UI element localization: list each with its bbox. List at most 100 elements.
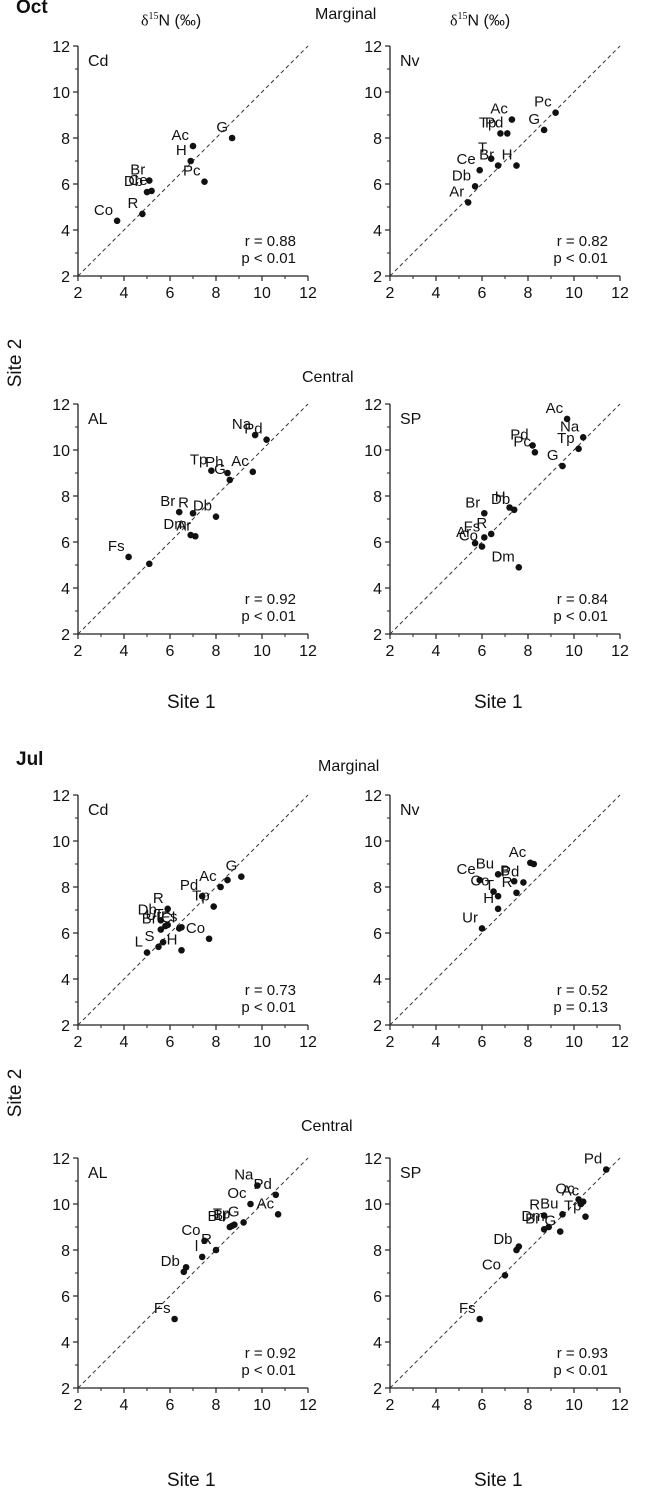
y-tick-label: 2 bbox=[373, 1018, 382, 1035]
data-point bbox=[201, 1237, 208, 1245]
x-tick-label: 10 bbox=[253, 285, 271, 302]
data-point bbox=[478, 543, 486, 550]
data-point bbox=[198, 1253, 206, 1261]
point-label: Ce bbox=[457, 861, 476, 878]
point-label: Co bbox=[186, 920, 205, 937]
month-title-jul: Jul bbox=[16, 749, 44, 770]
y-tick-label: 10 bbox=[364, 443, 382, 460]
x-tick-label: 8 bbox=[212, 643, 221, 660]
point-label: Br bbox=[130, 162, 145, 179]
point-label: Ac bbox=[257, 1195, 275, 1212]
data-point bbox=[231, 1221, 238, 1228]
data-point bbox=[240, 1219, 247, 1226]
stat-r: r = 0.93 bbox=[557, 1345, 608, 1362]
x-tick-label: 10 bbox=[253, 1034, 271, 1051]
y-tick-label: 10 bbox=[52, 443, 70, 460]
point-label: Tp bbox=[192, 888, 210, 905]
data-point bbox=[192, 532, 199, 540]
data-point bbox=[530, 860, 538, 868]
y-tick-label: 12 bbox=[364, 1151, 382, 1168]
data-point bbox=[559, 462, 566, 470]
data-point bbox=[520, 879, 527, 886]
data-point bbox=[198, 892, 206, 900]
point-label: Ar bbox=[449, 183, 464, 200]
point-label: Db bbox=[193, 498, 212, 515]
stat-r: r = 0.82 bbox=[557, 233, 608, 250]
data-point bbox=[212, 513, 220, 520]
point-label: Br bbox=[160, 493, 175, 510]
x-tick-label: 2 bbox=[74, 1397, 83, 1414]
x-tick-label: 4 bbox=[432, 1034, 441, 1051]
one-to-one-line bbox=[77, 794, 309, 1026]
data-point bbox=[139, 210, 146, 218]
y-tick-label: 8 bbox=[61, 1243, 70, 1260]
point-label: Fs bbox=[464, 518, 481, 535]
y-tick-label: 2 bbox=[373, 269, 382, 286]
data-point bbox=[178, 946, 185, 954]
data-point bbox=[494, 871, 502, 878]
point-label: R bbox=[178, 494, 189, 511]
point-label: Br bbox=[142, 911, 157, 928]
point-label: Ur bbox=[462, 909, 478, 926]
data-point bbox=[263, 436, 270, 443]
month-title-oct: Oct bbox=[16, 0, 48, 18]
data-point bbox=[510, 877, 518, 885]
stat-p: p < 0.01 bbox=[553, 608, 608, 625]
data-point bbox=[579, 1198, 587, 1205]
point-label: H bbox=[483, 890, 494, 907]
point-label: L bbox=[135, 934, 143, 951]
data-point bbox=[171, 1315, 178, 1323]
y-tick-label: 8 bbox=[373, 880, 382, 897]
point-label: T bbox=[155, 906, 164, 923]
panel-label: AL bbox=[88, 411, 108, 428]
point-label: T bbox=[478, 140, 487, 157]
data-point bbox=[146, 560, 153, 568]
point-label: Tp bbox=[190, 452, 208, 469]
y-tick-label: 6 bbox=[373, 535, 382, 552]
point-label: Pd bbox=[180, 877, 198, 894]
point-label: Dm bbox=[491, 548, 514, 565]
one-to-one-line bbox=[389, 403, 621, 635]
y-tick-label: 8 bbox=[373, 489, 382, 506]
data-point bbox=[247, 1200, 254, 1208]
one-to-one-line bbox=[77, 403, 309, 635]
delta15n-sup: 15 bbox=[148, 11, 159, 22]
point-label: G bbox=[214, 461, 226, 478]
y-tick-label: 2 bbox=[61, 627, 70, 644]
point-label: G bbox=[545, 1213, 557, 1230]
data-point bbox=[205, 935, 213, 943]
x-tick-label: 12 bbox=[299, 1034, 317, 1051]
region-label-jul-central: Central bbox=[301, 1118, 353, 1135]
data-point bbox=[212, 1246, 220, 1254]
panel-label: AL bbox=[88, 1165, 108, 1182]
point-label: Na bbox=[232, 416, 252, 433]
y-tick-label: 4 bbox=[61, 1335, 70, 1352]
x-tick-label: 10 bbox=[565, 285, 583, 302]
point-label: Co bbox=[181, 1222, 200, 1239]
x-tick-label: 6 bbox=[166, 643, 175, 660]
point-label: Pd bbox=[510, 426, 528, 443]
x-tick-label: 12 bbox=[611, 1034, 629, 1051]
x-tick-label: 12 bbox=[299, 285, 317, 302]
x-tick-label: 2 bbox=[386, 1397, 395, 1414]
point-label: G bbox=[226, 858, 238, 875]
data-point bbox=[476, 876, 483, 884]
point-label: Co bbox=[459, 528, 478, 545]
data-point bbox=[476, 166, 483, 174]
data-point bbox=[182, 1263, 190, 1271]
data-point bbox=[478, 925, 486, 932]
x-tick-label: 6 bbox=[478, 643, 487, 660]
x-tick-label: 8 bbox=[212, 1397, 221, 1414]
y-tick-label: 6 bbox=[61, 926, 70, 943]
data-point bbox=[254, 1182, 261, 1189]
point-label: R bbox=[476, 515, 487, 532]
point-label: Ar bbox=[176, 517, 191, 534]
data-point bbox=[494, 905, 502, 913]
data-point bbox=[251, 431, 259, 439]
delta15n-base: δ bbox=[141, 12, 149, 30]
point-label: Br bbox=[465, 494, 480, 511]
point-label: G bbox=[228, 1203, 240, 1220]
panel-label: Nv bbox=[400, 53, 420, 70]
x-tick-label: 2 bbox=[74, 643, 83, 660]
